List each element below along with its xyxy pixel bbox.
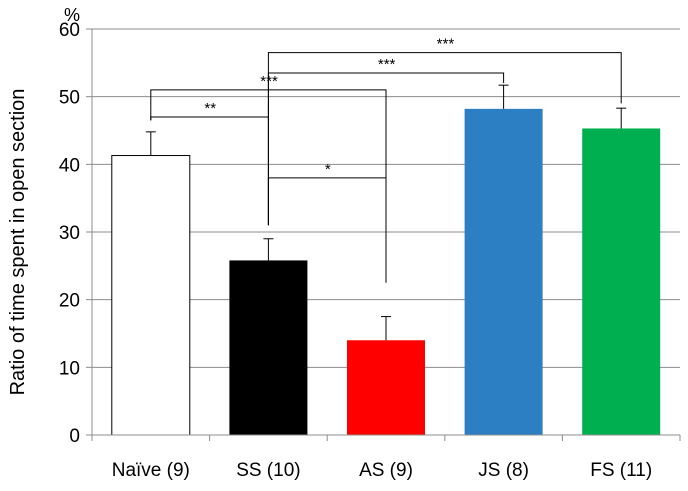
axes [86,28,681,441]
significance-brackets: ************ [150,36,622,283]
x-category-labels: Naïve (9) SS (10) AS (9) JS (8) FS (11) [112,460,652,481]
x-category-label: FS (11) [590,460,652,481]
y-tick-label: 40 [59,155,80,176]
significance-label: *** [377,56,396,73]
bar [464,108,543,435]
y-tick-label: 0 [69,426,80,447]
bars [111,108,661,436]
y-tick-labels: 0 10 20 30 40 50 60 [59,20,80,447]
y-tick-label: 30 [59,223,80,244]
y-axis-title: Ratio of time spent in open section [7,89,29,396]
y-tick-label: 60 [59,20,80,41]
x-category-label: SS (10) [236,460,300,481]
significance-bracket [150,116,269,121]
significance-bracket [267,52,622,226]
error-bars [145,84,627,341]
x-category-label: Naïve (9) [112,460,190,481]
significance-label: *** [260,73,279,90]
bar [582,128,661,435]
x-category-label: JS (8) [478,460,529,481]
significance-label: ** [204,100,217,117]
y-unit-label: % [64,5,80,25]
bar [229,260,308,435]
y-tick-label: 50 [59,88,80,109]
bar [347,340,425,435]
significance-label: *** [436,36,455,53]
significance-label: * [324,161,331,178]
y-tick-label: 20 [59,291,80,312]
bar [111,155,191,436]
y-tick-label: 10 [59,358,80,379]
x-category-label: AS (9) [359,460,413,481]
